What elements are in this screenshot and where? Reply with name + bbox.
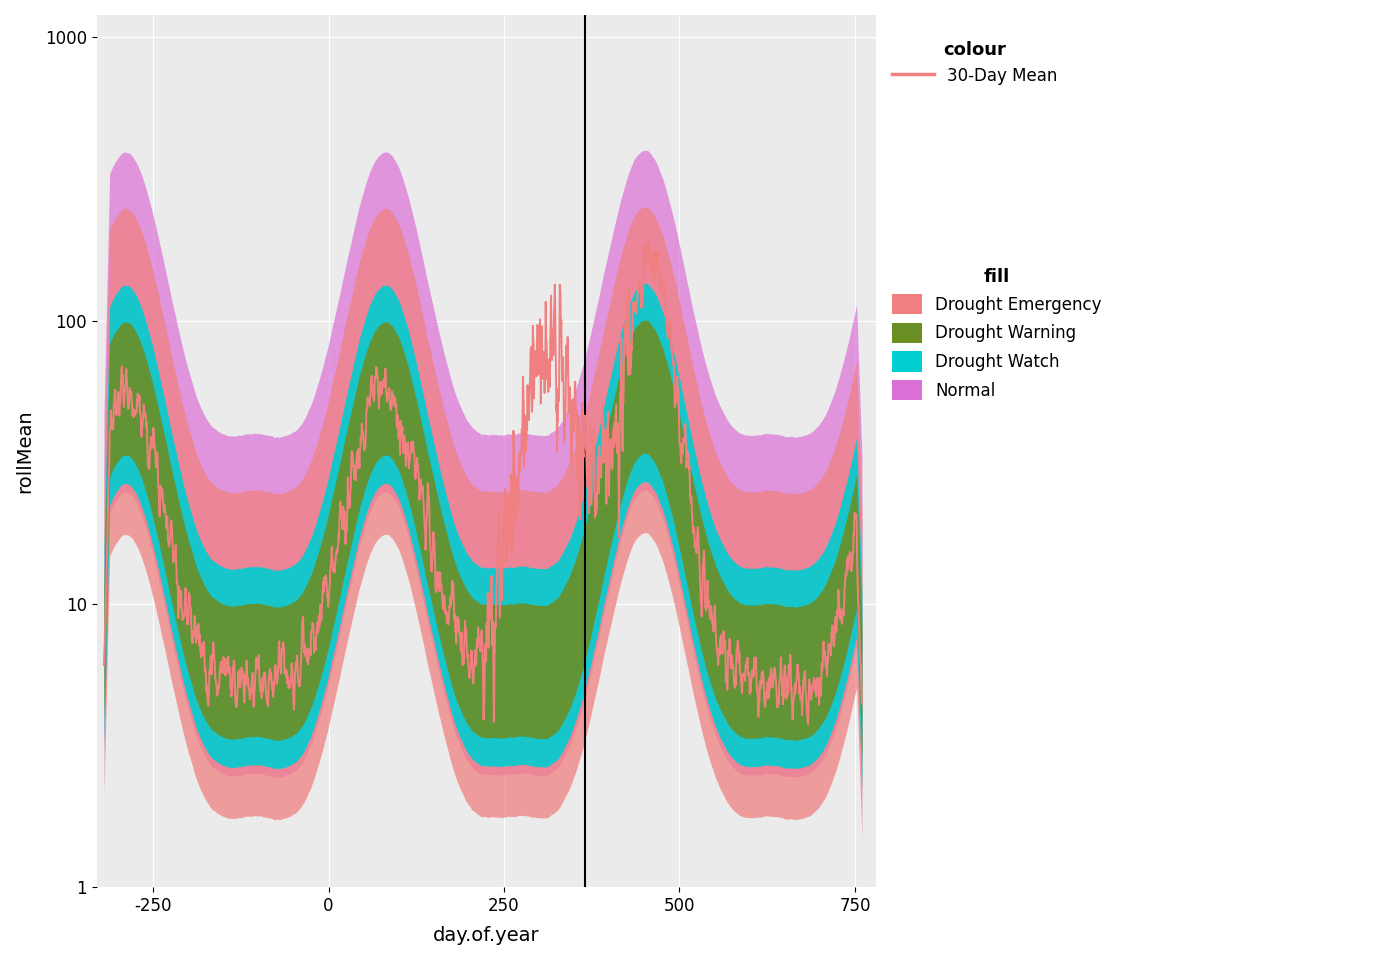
X-axis label: day.of.year: day.of.year bbox=[433, 926, 540, 945]
Y-axis label: rollMean: rollMean bbox=[15, 409, 34, 492]
Legend: Drought Emergency, Drought Warning, Drought Watch, Normal: Drought Emergency, Drought Warning, Drou… bbox=[892, 268, 1102, 400]
